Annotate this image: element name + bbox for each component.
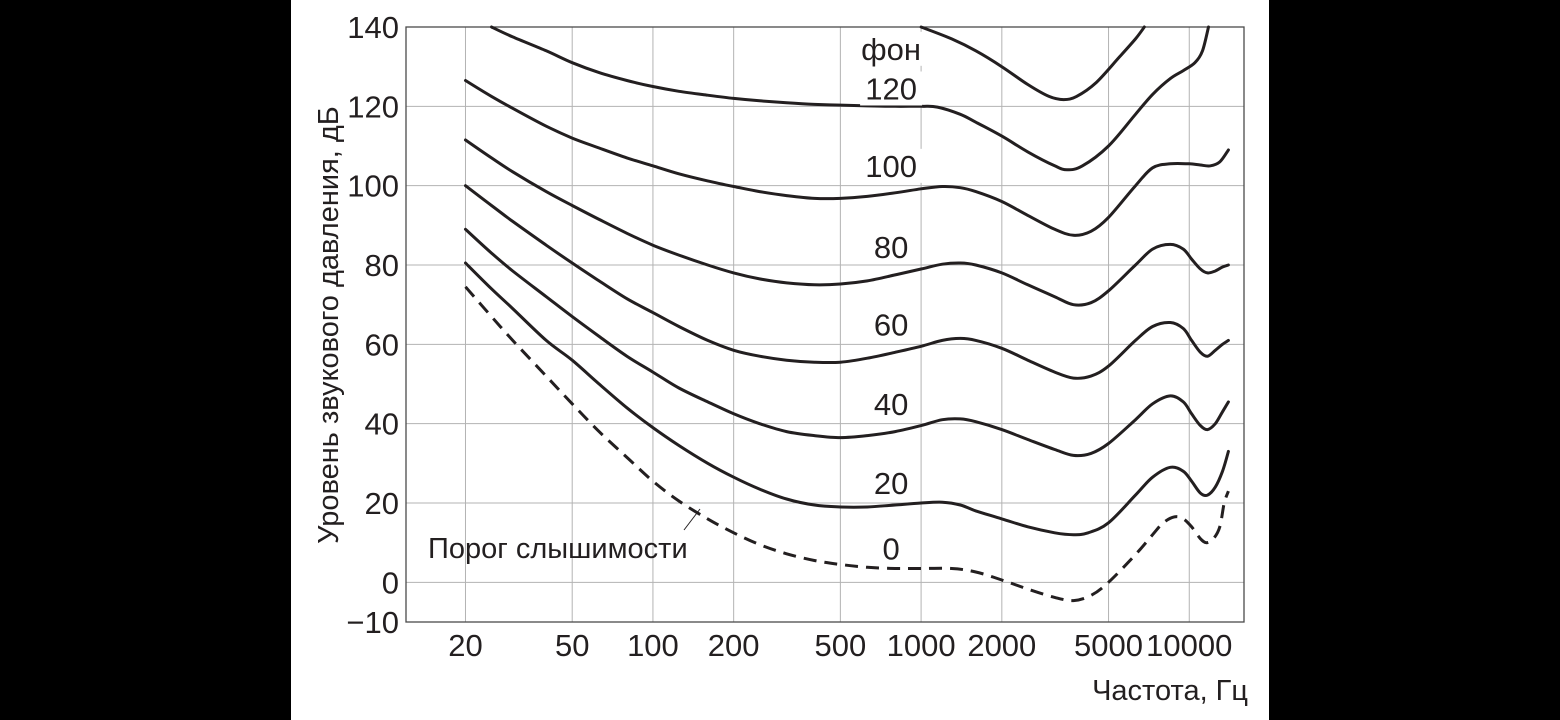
curve-20-phon <box>464 261 1230 537</box>
y-tick-label: 100 <box>347 169 399 204</box>
phon-label: 40 <box>874 387 908 422</box>
threshold-leader-line <box>683 508 701 531</box>
y-tick-label: 40 <box>365 407 399 442</box>
y-tick-label: 120 <box>347 89 399 124</box>
x-tick-label: 50 <box>555 628 589 663</box>
curve-top <box>919 25 1146 102</box>
phon-label-background <box>869 386 914 421</box>
x-tick-label: 500 <box>815 628 867 663</box>
threshold-label: Порог слышимости <box>428 533 688 565</box>
phon-label-background <box>860 148 923 183</box>
phon-label-background <box>860 31 923 66</box>
curves <box>464 25 1230 603</box>
phon-label: 0 <box>882 532 899 567</box>
phon-label: 100 <box>865 149 917 184</box>
y-tick-label: −10 <box>346 605 399 640</box>
phon-label-background <box>869 230 914 265</box>
y-tick-label: 20 <box>365 486 399 521</box>
y-tick-label: 0 <box>382 565 399 600</box>
x-tick-label: 200 <box>708 628 760 663</box>
phon-label: фон <box>861 32 921 67</box>
plot-frame <box>405 26 1245 623</box>
phon-label-background <box>878 531 905 566</box>
x-tick-label: 20 <box>448 628 482 663</box>
phon-label-background <box>860 71 923 106</box>
y-tick-label: 80 <box>365 248 399 283</box>
curve-0-phon <box>464 285 1230 603</box>
x-tick-label: 2000 <box>967 628 1036 663</box>
x-axis-label: Частота, Гц <box>1092 675 1248 707</box>
x-tick-label: 1000 <box>887 628 956 663</box>
phon-label: 20 <box>874 466 908 501</box>
curve-60-phon <box>464 184 1230 380</box>
curve-40-phon <box>464 227 1230 458</box>
y-tick-label: 60 <box>365 327 399 362</box>
phon-labels: 0 20 40 60 80 100 120 фон <box>860 31 923 567</box>
x-tick-labels: 20 50 100 200 500 1000 2000 5000 10000 <box>448 628 1232 663</box>
x-tick-label: 5000 <box>1074 628 1143 663</box>
chart-panel: 140 120 100 80 60 40 20 0 −10 20 50 100 200 500 1000 2… <box>291 0 1269 720</box>
curve-100-phon <box>464 79 1230 237</box>
y-tick-label: 140 <box>347 10 399 45</box>
phon-label-background <box>869 466 914 501</box>
phon-label-background <box>869 307 914 342</box>
y-tick-labels: 140 120 100 80 60 40 20 0 −10 <box>346 10 399 640</box>
curve-80-phon <box>464 138 1230 307</box>
phon-label: 120 <box>865 71 917 106</box>
grid <box>406 26 1244 622</box>
curve-120-phon <box>490 25 1210 172</box>
x-tick-label: 100 <box>627 628 679 663</box>
x-tick-label: 10000 <box>1146 628 1232 663</box>
y-axis-label: Уровень звукового давления, дБ <box>313 106 345 544</box>
phon-label: 60 <box>874 308 908 343</box>
phon-label: 80 <box>874 230 908 265</box>
